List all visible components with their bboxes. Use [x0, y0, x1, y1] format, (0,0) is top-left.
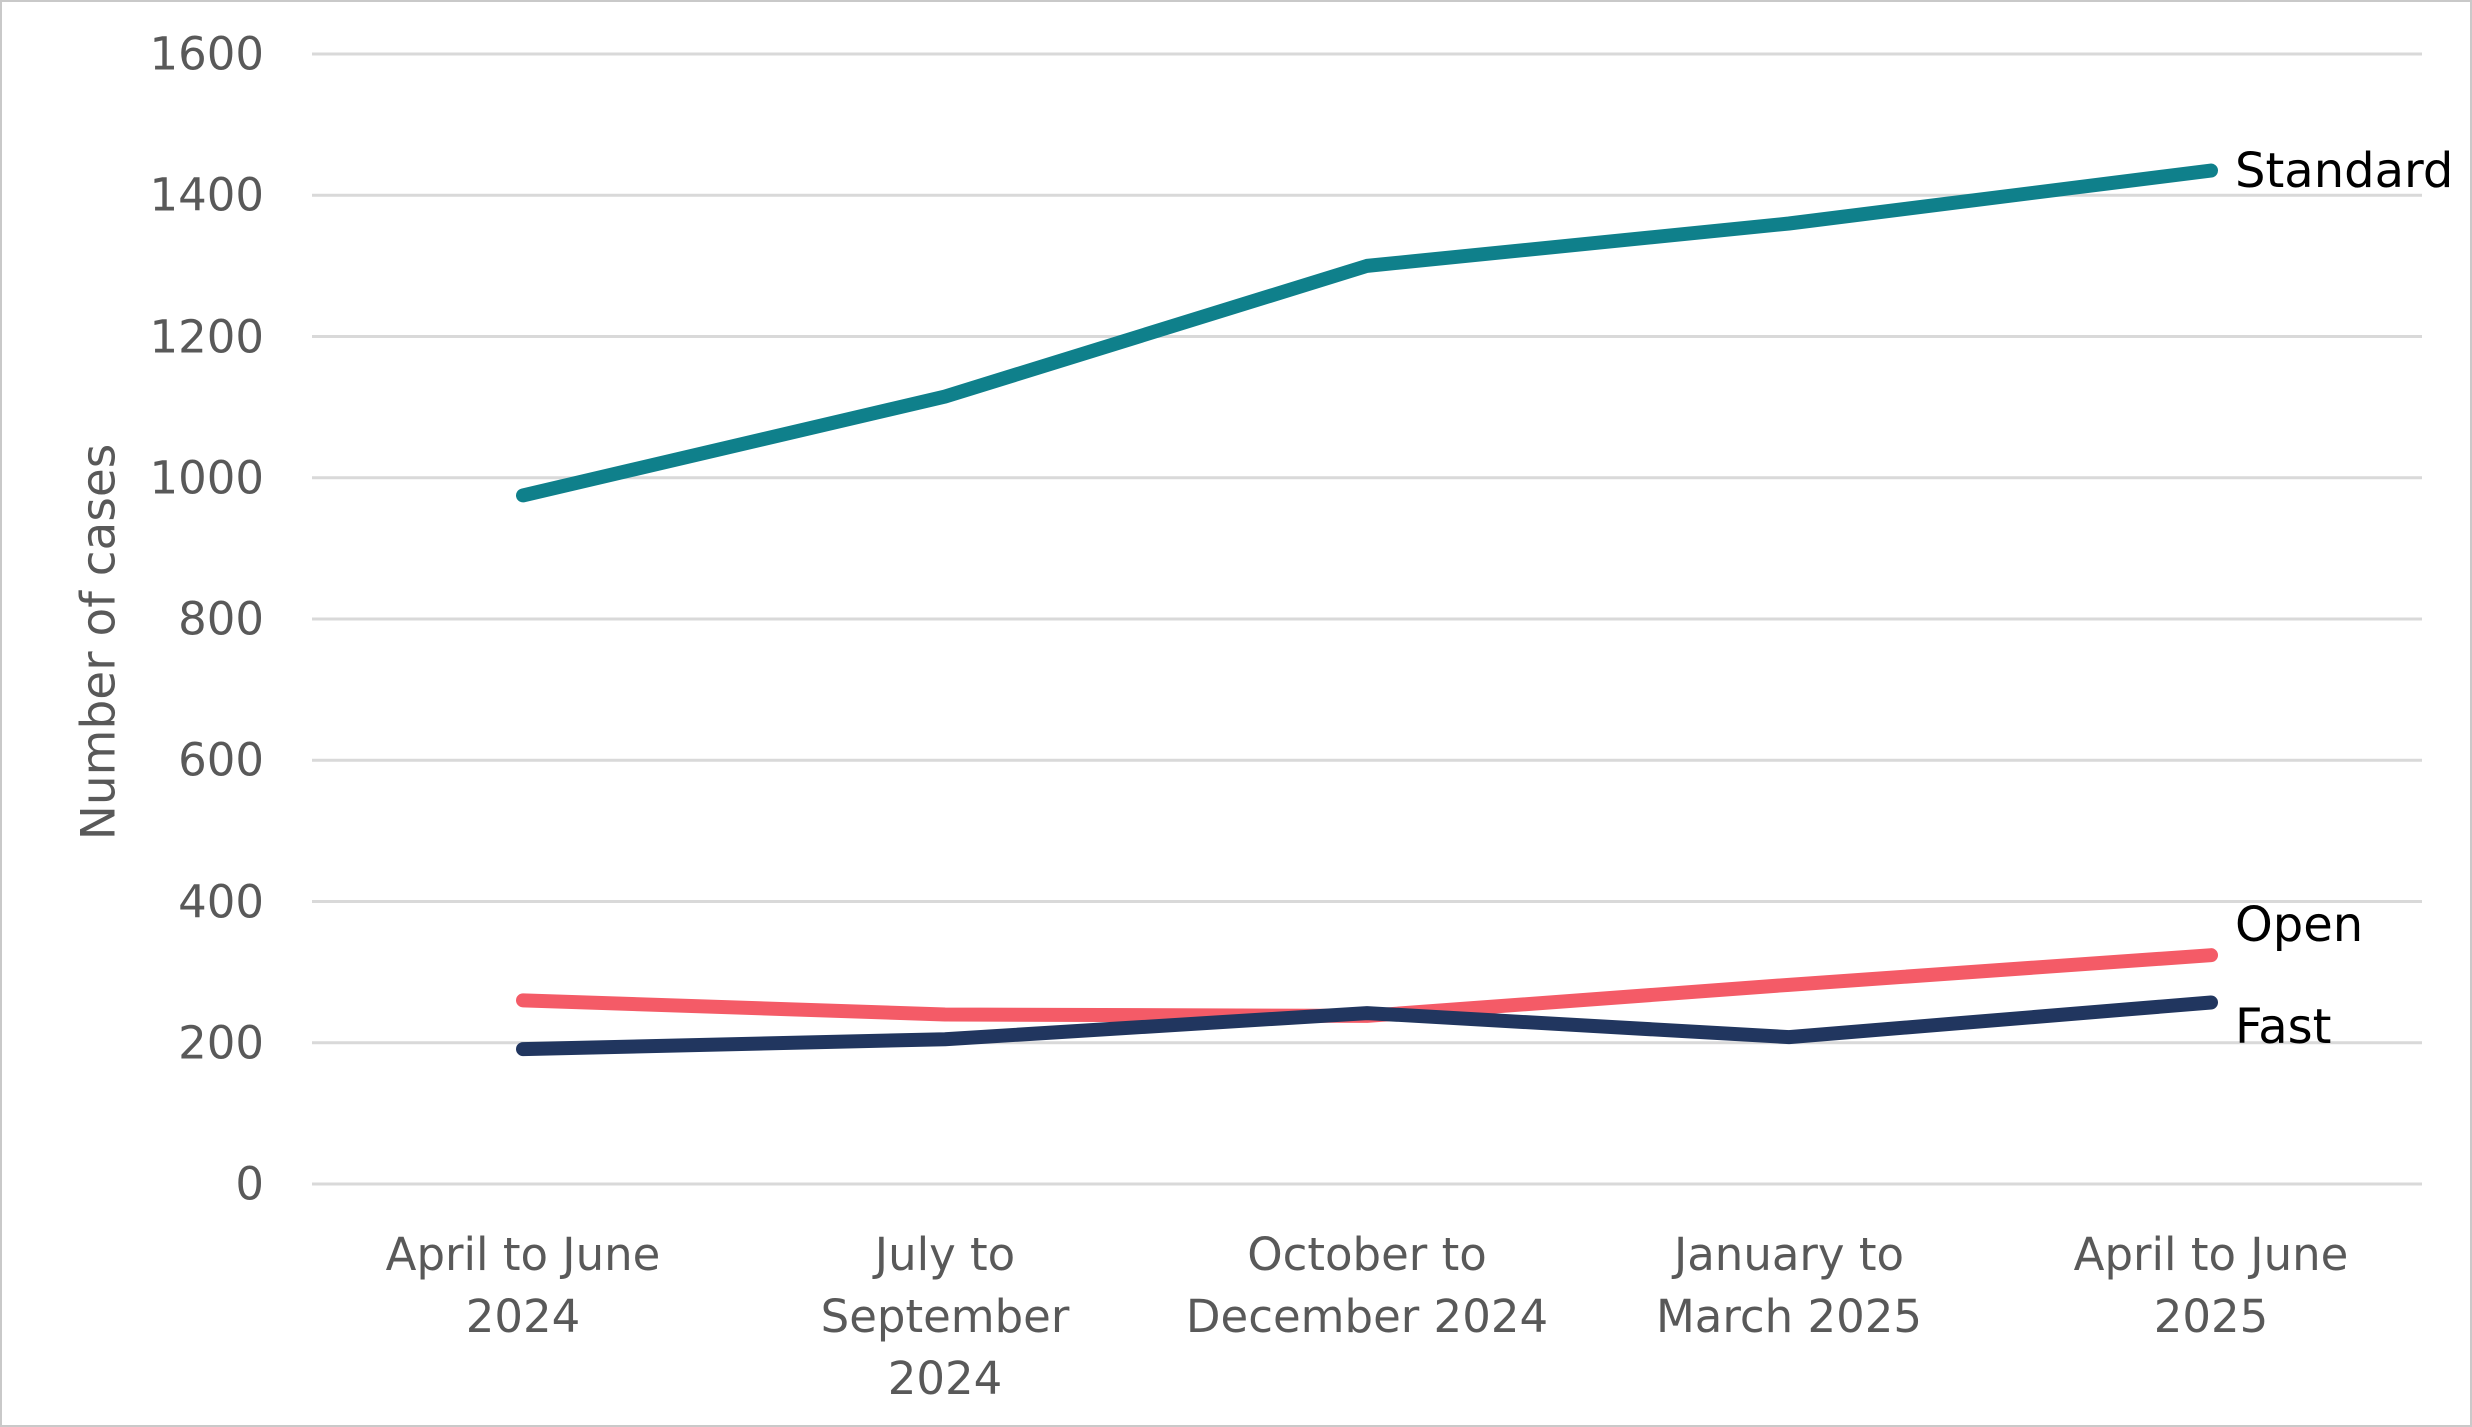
y-tick-label: 400 — [178, 875, 264, 928]
y-tick-label: 1200 — [149, 310, 264, 363]
y-tick-label: 0 — [235, 1157, 264, 1211]
series-line-fast — [516, 995, 2218, 1057]
series-lines — [516, 163, 2218, 1057]
series-end-label-fast: Fast — [2235, 999, 2332, 1056]
series-line-standard — [516, 163, 2218, 503]
x-tick-label: July to September 2024 — [820, 1228, 1070, 1405]
x-tick-label: April to June 2024 — [385, 1228, 661, 1343]
y-tick-label: 200 — [178, 1016, 264, 1070]
y-tick-label: 800 — [178, 592, 264, 646]
y-tick-label: 1000 — [149, 451, 264, 505]
series-end-label-open: Open — [2235, 897, 2364, 954]
x-tick-label: January to March 2025 — [1655, 1228, 1922, 1343]
x-tick-label: October to December 2024 — [1185, 1228, 1549, 1343]
y-tick-label: 1400 — [149, 168, 264, 222]
series-end-label-standard: Standard — [2235, 142, 2454, 199]
y-tick-label: 1600 — [149, 27, 264, 81]
x-tick-label: April to June 2025 — [2073, 1228, 2349, 1343]
y-tick-label: 600 — [178, 733, 264, 787]
